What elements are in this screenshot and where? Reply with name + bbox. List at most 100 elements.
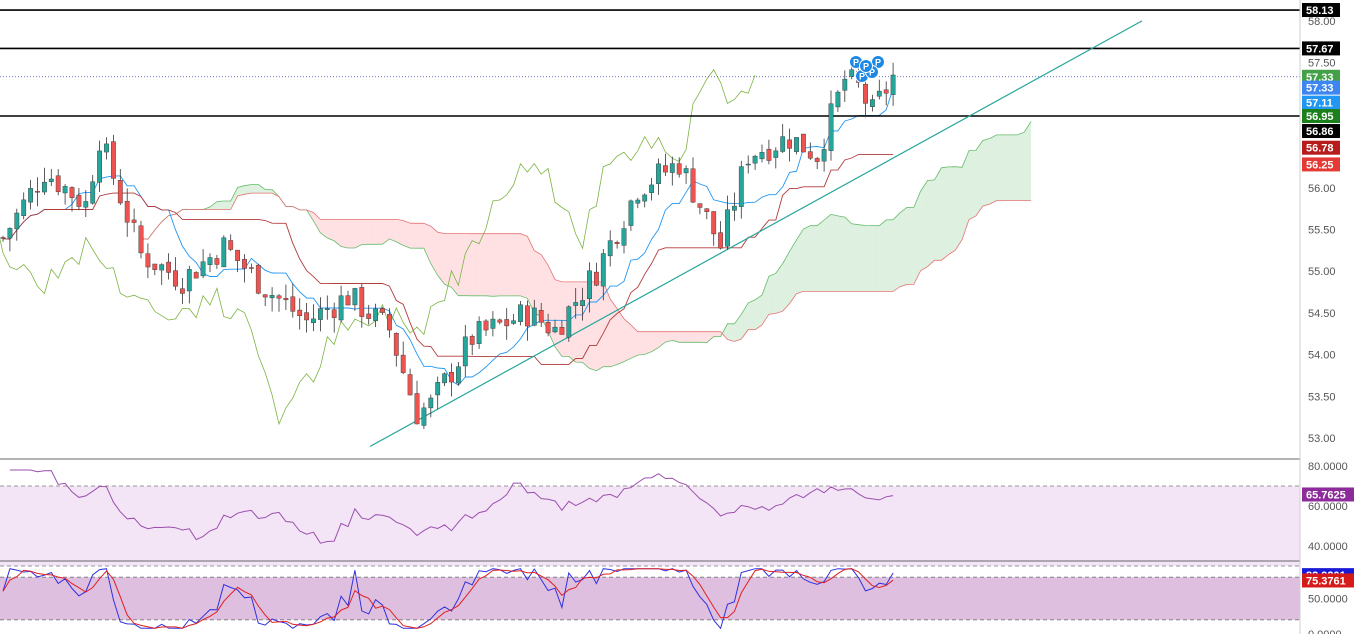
price-tag-label: 56.86 [1306,126,1334,138]
price-tag-label: 56.95 [1306,111,1334,123]
price-tick-label: 53.00 [1308,433,1336,445]
pivot-marker-label: P [853,58,859,68]
candle-body [145,253,151,268]
candle-body [290,296,296,312]
kumo-segment [210,201,217,210]
candle-body [614,242,620,244]
candle-body [7,228,13,239]
candle-body [242,258,247,269]
stoch-band [0,577,1300,620]
candle-body [221,237,227,268]
kumo-segment [665,331,673,343]
kumo-segment [775,263,783,314]
kumo-segment [327,219,335,241]
candle-body [725,209,730,247]
stoch-tick-label: 0.0000 [1308,629,1342,634]
stochastic-pane [0,568,1300,630]
kumo-segment [755,295,762,330]
kumo-segment [900,207,907,287]
pivot-marker-label: P [869,68,875,78]
price-tick-label: 54.00 [1308,350,1336,362]
stoch-d-line [2,568,894,629]
candle-body [248,267,254,269]
rsi-value-tag [1302,487,1354,502]
kumo-segment [403,220,411,249]
kumo-segment [817,220,825,292]
candle-body [669,163,675,173]
candle-body [90,181,96,204]
candle-body [28,188,33,203]
price-tick-label: 58.00 [1308,16,1336,28]
candle-body [483,320,489,331]
candle-body [828,103,834,151]
kumo-segment [927,179,935,267]
kumo-segment [334,219,342,247]
candle-body [276,295,282,299]
kumo-segment [865,225,873,292]
price-tag [1302,95,1340,110]
kumo-segment [596,281,604,371]
candle-body [870,99,875,107]
candle-body [0,237,6,239]
candle-body [14,212,20,230]
candle-body [179,288,185,294]
candle-body [780,136,786,152]
kumo-segment [651,331,659,352]
candle-body [787,139,793,149]
price-tag [1302,3,1340,18]
price-tag-label: 57.67 [1306,43,1334,55]
rsi-tick-label: 60.0000 [1308,501,1348,513]
kumo-segment [479,233,486,296]
kumo-segment [624,318,631,362]
candle-body [393,333,399,356]
candle-body [821,149,827,162]
candle-body [462,336,468,367]
kumo-segment [1010,134,1018,201]
kumo-segment [844,217,852,292]
kumo-segment [837,215,845,292]
kumo-segment [216,200,224,210]
price-tag-label: 56.78 [1306,143,1334,155]
kumo-segment [893,212,900,292]
candle-body [69,187,75,198]
kumo-segment [534,250,542,317]
candle-body [380,308,385,313]
kumo-segment [603,281,611,367]
candle-body [732,205,737,211]
candle-body [538,310,544,323]
rsi-value-label: 65.7625 [1306,489,1346,501]
candle-body [235,249,240,261]
candle-body [476,321,482,344]
kumo-segment [872,225,880,292]
candle-body [104,143,109,153]
kumo-segment [617,308,624,365]
candle-body [649,184,655,193]
kumo-segment [644,331,652,355]
kumo-segment [313,212,321,233]
price-tag [1302,157,1340,172]
kumo-segment [768,273,776,315]
candle-body [359,287,365,317]
kumo-segment [693,331,700,343]
candle-body [97,150,103,183]
kumo-segment [679,331,687,343]
candle-body [580,300,586,306]
candle-body [525,305,530,327]
stoch-tick-label: 50.0000 [1308,594,1348,606]
candle-body [573,302,579,306]
candle-body [166,261,171,273]
candle-body [152,263,158,270]
candle-body [110,141,116,179]
kumo-segment [368,219,376,245]
candle-body [490,318,496,329]
candle-body [863,84,868,104]
candle-body [807,151,813,159]
candle-body [890,74,896,95]
chikou-line [0,69,756,426]
kumo-segment [361,219,369,245]
kumo-segment [417,223,424,249]
kumo-segment [513,233,521,296]
candle-body [283,298,289,301]
candle-body [407,374,413,396]
kumo-segment [423,223,431,264]
